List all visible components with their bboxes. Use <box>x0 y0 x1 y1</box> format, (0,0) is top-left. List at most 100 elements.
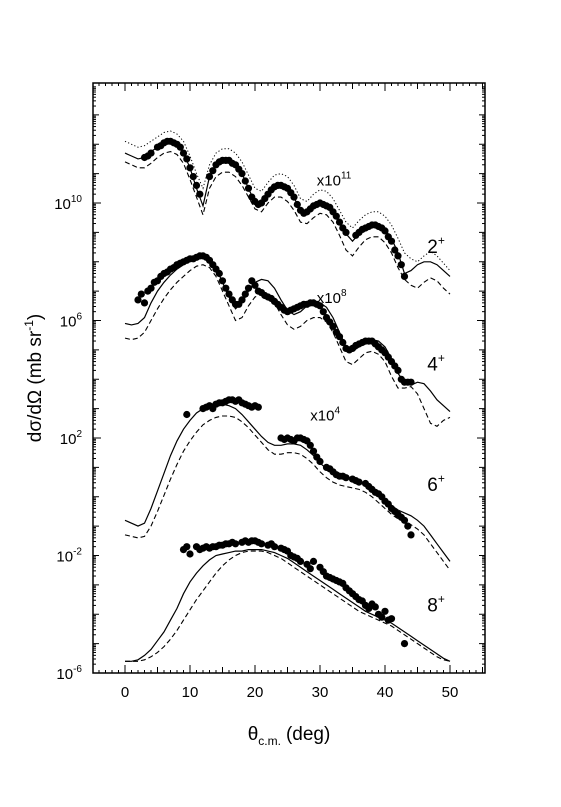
data-point <box>339 338 347 347</box>
scale-factor-label-exponent: 4 <box>334 406 340 417</box>
data-point <box>231 540 240 548</box>
scale-factor-label-exponent: 11 <box>341 171 352 182</box>
data-point <box>192 181 201 189</box>
y-axis-label-main: dσ/dΩ (mb sr <box>25 330 46 442</box>
data-point <box>397 261 405 269</box>
data-point <box>306 565 314 573</box>
scale-factor-label-base: x10 <box>310 407 334 424</box>
scale-factor-label: x1011 <box>317 171 352 190</box>
y-tick-label-base: 10 <box>56 666 73 683</box>
curve-dotted <box>124 130 451 271</box>
data-point <box>387 615 396 623</box>
data-point <box>332 212 340 220</box>
curve-dashed <box>125 550 451 662</box>
state-label: 8+ <box>427 592 445 617</box>
y-tick-label: 10-2 <box>56 547 82 566</box>
state-label-base: 4 <box>427 354 438 375</box>
data-point <box>251 281 259 289</box>
data-points <box>134 137 415 648</box>
data-point <box>329 322 337 330</box>
data-point <box>309 557 318 566</box>
state-label-base: 6 <box>427 475 438 496</box>
data-point <box>241 177 249 185</box>
y-tick-label-exponent: 10 <box>71 194 83 205</box>
data-point <box>391 246 399 254</box>
data-point <box>196 190 204 198</box>
scale-factor-label-base: x10 <box>317 290 341 307</box>
y-tick-label: 106 <box>60 312 83 331</box>
data-point <box>407 531 415 539</box>
data-point <box>335 333 344 341</box>
data-point <box>309 447 318 455</box>
data-point <box>238 296 246 304</box>
data-point <box>183 543 191 551</box>
data-point <box>179 149 188 157</box>
data-point <box>371 603 379 611</box>
curve-dashed <box>124 151 451 295</box>
y-tick-label-base: 10 <box>56 549 73 566</box>
data-point <box>342 474 350 482</box>
state-label: 4+ <box>427 351 445 376</box>
data-point <box>316 457 324 466</box>
data-point <box>316 302 324 310</box>
data-point <box>183 155 191 163</box>
y-tick-label-base: 10 <box>54 196 71 213</box>
data-point <box>209 167 217 175</box>
x-tick-label: 10 <box>182 684 199 701</box>
data-point <box>293 200 301 209</box>
data-point <box>244 184 253 192</box>
state-label-exponent: + <box>438 233 445 247</box>
data-point <box>257 540 266 548</box>
data-point <box>400 640 409 648</box>
curve-solid <box>125 549 451 662</box>
y-tick-label: 1010 <box>54 194 82 213</box>
y-tick-label-base: 10 <box>60 314 77 331</box>
data-point <box>400 272 409 280</box>
data-point <box>400 516 409 524</box>
scale-factor-label: x108 <box>317 288 347 307</box>
state-label-base: 8 <box>427 595 438 616</box>
data-point <box>137 290 145 298</box>
y-tick-label-base: 10 <box>60 431 77 448</box>
data-point <box>394 366 402 374</box>
state-label-exponent: + <box>438 592 445 606</box>
data-point <box>335 218 344 226</box>
axis-ticks <box>93 83 485 674</box>
data-point <box>186 550 194 558</box>
curve-dashed <box>124 264 451 427</box>
y-tick-label-exponent: -2 <box>73 547 82 558</box>
data-point <box>215 269 223 278</box>
data-point <box>147 149 155 157</box>
data-point <box>244 284 253 292</box>
state-label: 2+ <box>427 233 445 258</box>
x-axis-label-subscript: c.m. <box>258 734 281 748</box>
data-point <box>140 299 149 307</box>
plot-frame <box>92 82 486 674</box>
data-point <box>241 290 249 298</box>
state-label: 6+ <box>427 471 445 496</box>
data-point <box>381 227 389 235</box>
data-point <box>381 607 389 615</box>
data-point <box>183 410 191 419</box>
data-point <box>186 164 194 172</box>
state-label-exponent: + <box>438 351 445 365</box>
y-tick-label: 102 <box>60 429 83 448</box>
data-point <box>254 403 262 411</box>
curve-solid <box>124 255 451 413</box>
data-point <box>218 277 227 285</box>
data-point <box>205 173 214 181</box>
curve-solid <box>124 403 451 562</box>
data-point <box>296 557 305 566</box>
data-point <box>270 543 279 551</box>
data-point <box>394 252 402 260</box>
x-tick-label: 20 <box>247 684 264 701</box>
x-axis-label: θc.m. (deg) <box>248 724 331 748</box>
data-point <box>290 193 298 201</box>
scale-factor-label-exponent: 8 <box>341 288 347 299</box>
scale-factor-label-base: x10 <box>317 172 341 189</box>
y-tick-label-exponent: -6 <box>73 664 82 675</box>
scale-factor-label: x104 <box>310 406 340 425</box>
x-axis-label-symbol: θ <box>248 724 259 745</box>
